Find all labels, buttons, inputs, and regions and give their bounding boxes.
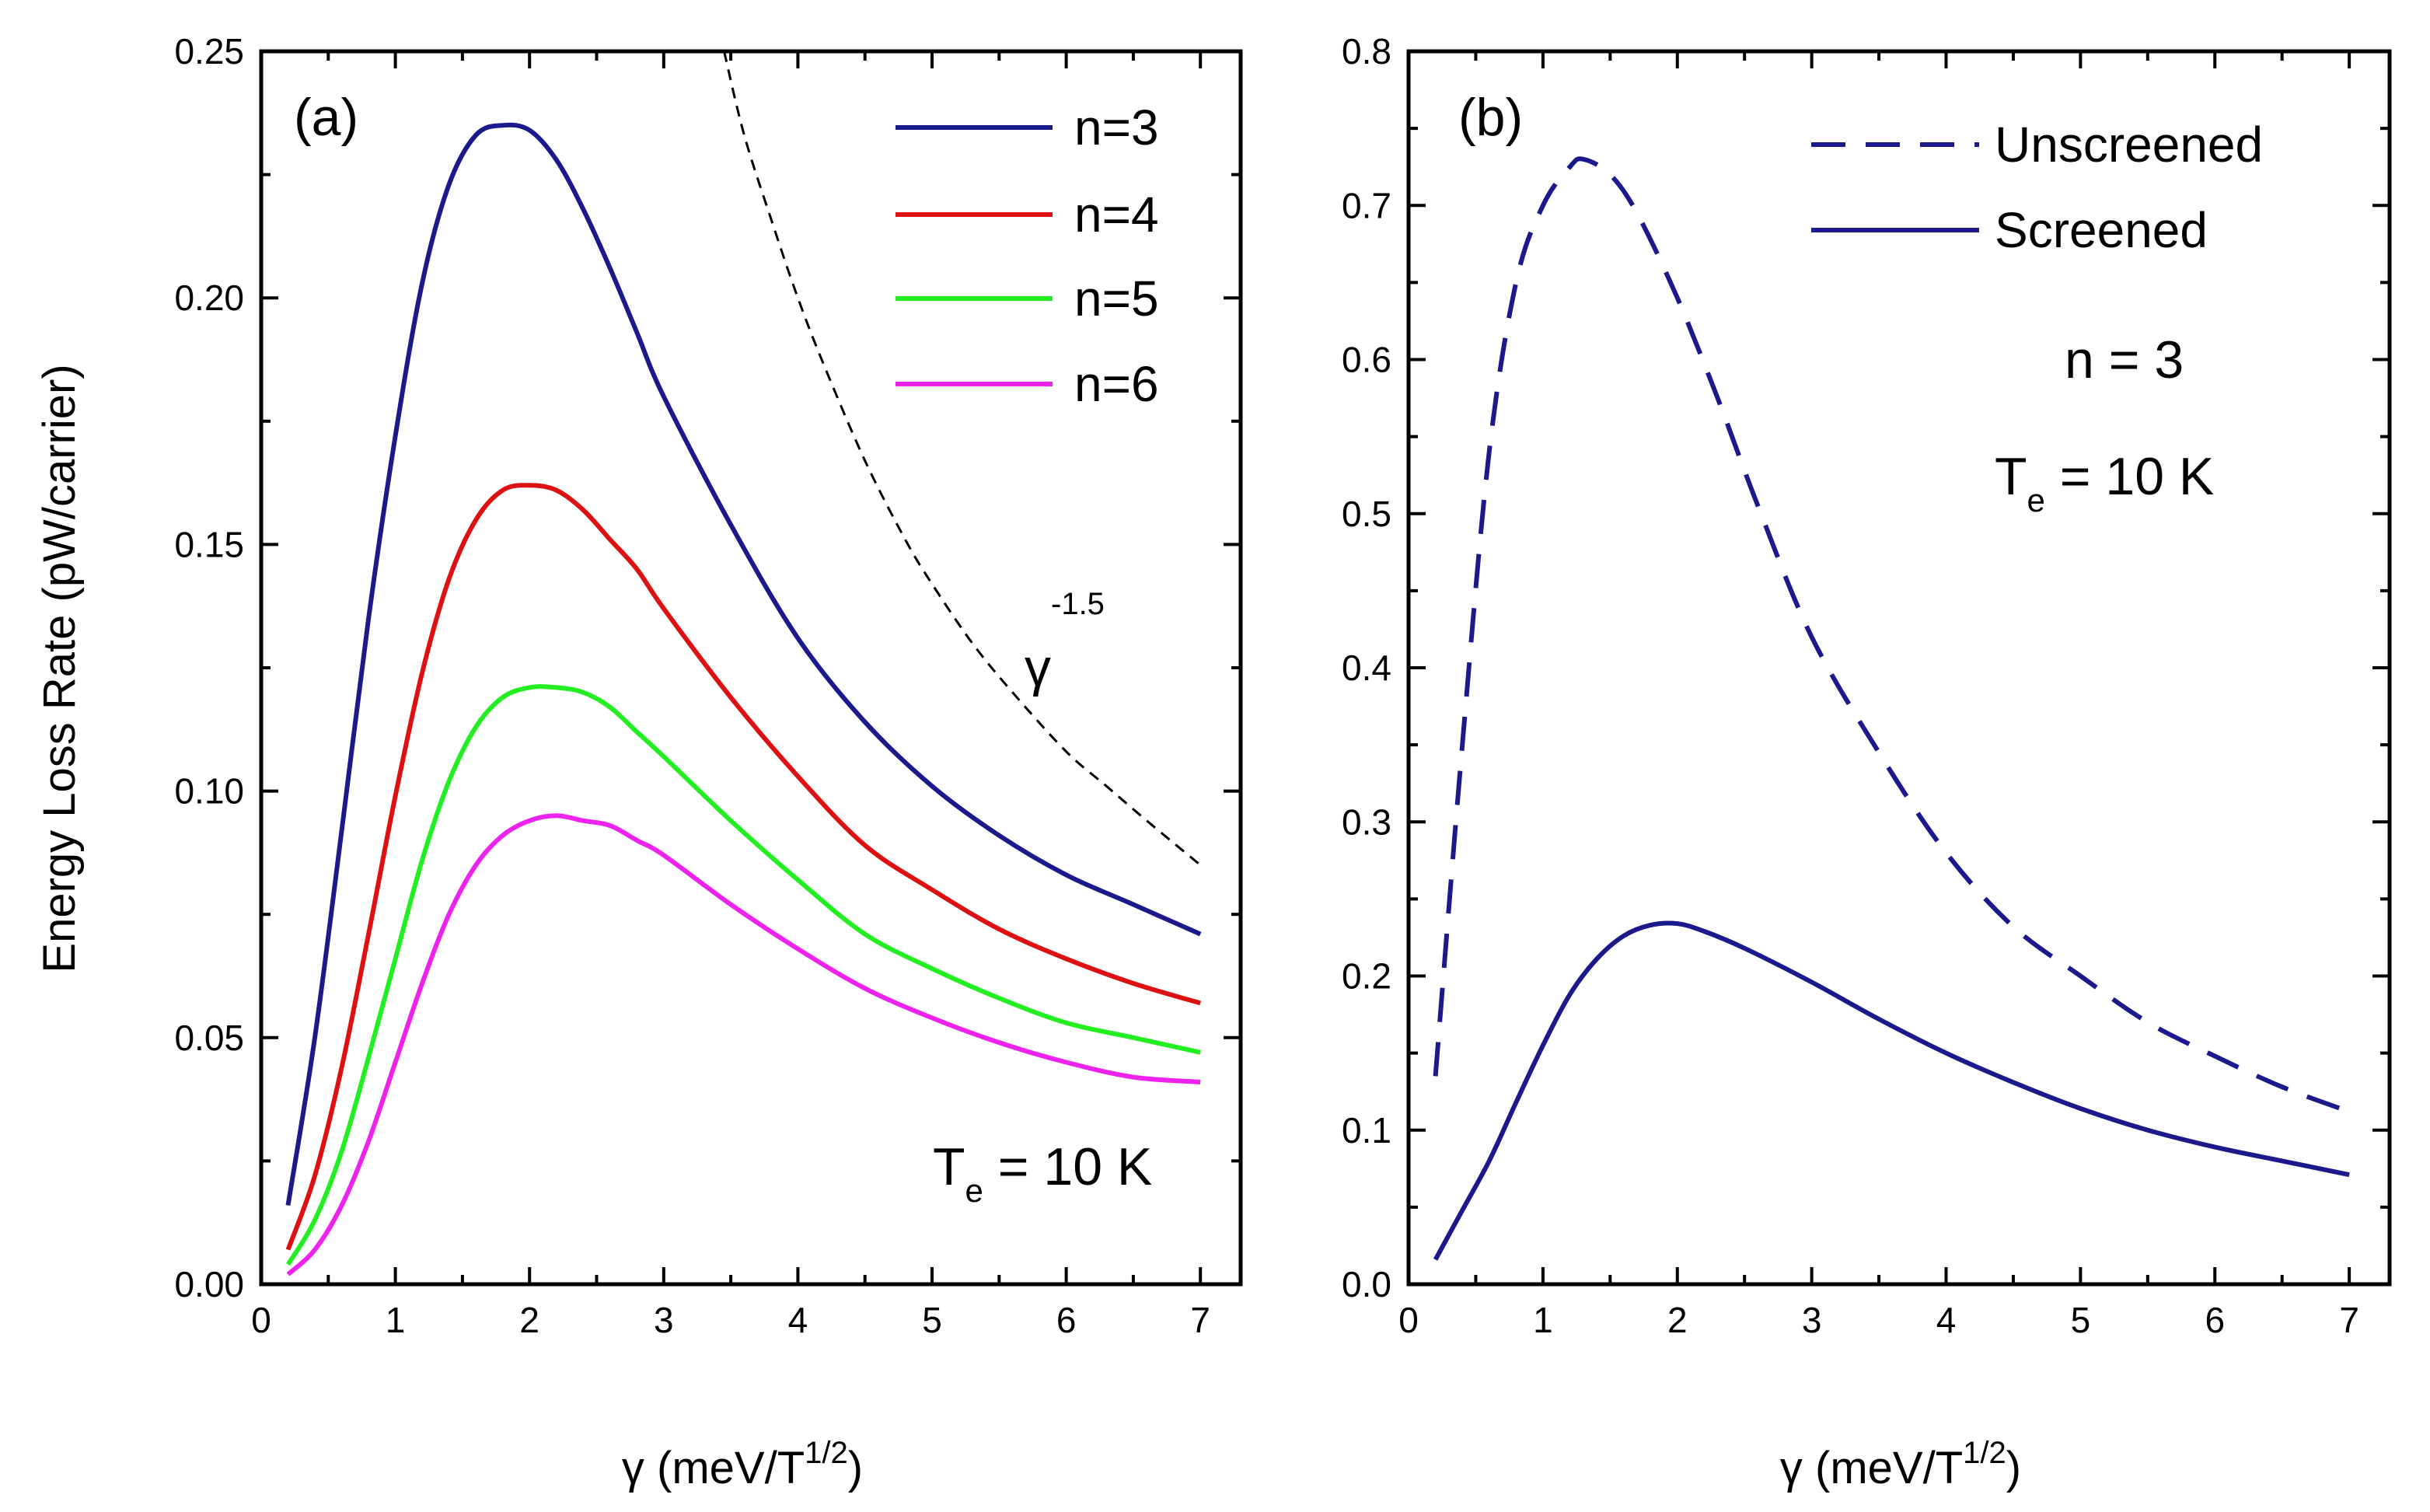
- panel-b-temperature-label: Te = 10 K: [1995, 447, 2214, 519]
- panel-b-tick-labels: 0 1 2 3 4 5 6 7 0.0 0.1 0.2 0.3 0.4 0.5 0.6 0.7 0.8: [1342, 31, 2359, 1340]
- panel-b-x-tick-label: 7: [2339, 1300, 2359, 1340]
- series-line-n-6: [286, 813, 1201, 1276]
- panel-b-frame: [1406, 49, 2392, 1287]
- panel-b-y-tick-label: 0.2: [1342, 956, 1391, 997]
- panel-b-y-tick-label: 0.6: [1342, 340, 1391, 380]
- panel-a-temperature-value: = 10 K: [983, 1137, 1152, 1196]
- panel-b: 0 1 2 3 4 5 6 70.00.10.20.30.40.50.60.70.8 (b) …: [1342, 31, 2392, 1493]
- panel-b-x-tick-label: 5: [2071, 1300, 2091, 1340]
- panel-a-x-sup: 1/2: [805, 1436, 848, 1470]
- panel-b-y-tick-label: 0.8: [1342, 31, 1391, 72]
- panel-a-x-tick-label: 2: [519, 1300, 539, 1340]
- panel-a-x-main: (meV/T: [644, 1443, 805, 1493]
- panel-a-x-tick-label: 5: [922, 1300, 942, 1340]
- series-line-n-3: [285, 122, 1202, 1206]
- panel-a-label: (a): [294, 88, 358, 147]
- panel-b-temperature-T: T: [1995, 447, 2027, 506]
- panel-a-temperature-sub: e: [965, 1172, 983, 1209]
- panel-b-n-label: n = 3: [2065, 330, 2184, 389]
- panel-a-y-tick-label: 0.15: [174, 524, 244, 564]
- panel-b-x-tick-label: 2: [1667, 1300, 1688, 1340]
- panel-b-legend: Unscreened Screened: [1811, 117, 2263, 258]
- panel-b-x-tick-label: 3: [1802, 1300, 1822, 1340]
- panel-b-x-tail: ): [2006, 1443, 2021, 1493]
- panel-b-label: (b): [1458, 88, 1523, 147]
- legend-label-n5: n=5: [1074, 271, 1159, 326]
- panel-b-y-tick-label: 0.0: [1342, 1264, 1391, 1304]
- panel-a-curves: [285, 51, 1202, 1276]
- panel-b-y-tick-label: 0.1: [1342, 1110, 1391, 1151]
- panel-a-tick-labels: 0 1 2 3 4 5 6 7 0.00 0.05 0.10 0.15 0.20 0.25: [174, 31, 1210, 1340]
- gamma-power-exponent: -1.5: [1051, 587, 1105, 621]
- panel-b-x-axis-title: γ (meV/T1/2): [1780, 1436, 2021, 1493]
- panel-b-x-main: (meV/T: [1803, 1443, 1963, 1493]
- panel-a-y-tick-label: 0.20: [174, 278, 244, 318]
- panel-a-frame: [259, 49, 1243, 1287]
- panel-b-x-tick-label: 1: [1533, 1300, 1553, 1340]
- panel-b-y-tick-label: 0.4: [1342, 648, 1391, 688]
- panel-b-x-tick-label: 0: [1398, 1300, 1419, 1340]
- panel-b-y-tick-label: 0.5: [1342, 494, 1391, 534]
- legend-label-unscreened: Unscreened: [1995, 117, 2263, 173]
- panel-a-x-tick-label: 6: [1056, 1300, 1077, 1340]
- panel-a-y-tick-label: 0.00: [174, 1264, 244, 1304]
- panel-b-x-symbol: γ: [1780, 1443, 1803, 1493]
- panel-b-x-tick-label: 6: [2205, 1300, 2225, 1340]
- panel-b-temperature-sub: e: [2027, 482, 2045, 519]
- panel-a-legend: n=3 n=4 n=5 n=6: [896, 100, 1159, 412]
- gamma-power-label: γ-1.5: [1025, 587, 1105, 697]
- panel-a-temperature-label: Te = 10 K: [933, 1137, 1152, 1209]
- panel-a-x-tick-label: 1: [386, 1300, 406, 1340]
- panel-b-curves: [1433, 156, 2351, 1261]
- panel-b-y-tick-label: 0.7: [1342, 185, 1391, 225]
- panel-a-x-tick-label: 3: [654, 1300, 674, 1340]
- series-line-unscreened: [1433, 156, 2351, 1114]
- panel-a-x-tick-label: 7: [1190, 1300, 1210, 1340]
- panel-a-y-tick-label: 0.05: [174, 1018, 244, 1058]
- panel-a-y-tick-label: 0.10: [174, 771, 244, 812]
- panel-a: 0 1 2 3 4 5 6 7 0.00 0.05 0.10 0.15 0.20 0.25 (a) n=3…: [34, 31, 1243, 1493]
- panel-a-temperature-T: T: [933, 1137, 965, 1196]
- panel-a-reference-curve: [723, 51, 1202, 866]
- series-line-screened: [1433, 920, 2350, 1261]
- panel-b-ticks: [1407, 50, 2390, 1286]
- gamma-power-base: γ: [1025, 638, 1051, 697]
- panel-a-y-axis-title: Energy Loss Rate (pW/carrier): [34, 364, 85, 972]
- series-line-n-5: [285, 684, 1201, 1266]
- panel-b-x-tick-label: 4: [1936, 1300, 1957, 1340]
- panel-a-x-tick-label: 4: [788, 1300, 808, 1340]
- series-line-n-4: [285, 483, 1202, 1251]
- legend-label-screened: Screened: [1995, 202, 2208, 258]
- panel-a-x-tick-label: 0: [251, 1300, 271, 1340]
- panel-b-x-sup: 1/2: [1963, 1436, 2006, 1470]
- panel-b-temperature-value: = 10 K: [2045, 447, 2214, 506]
- legend-label-n4: n=4: [1074, 187, 1159, 243]
- legend-label-n3: n=3: [1074, 100, 1159, 155]
- panel-b-y-tick-label: 0.3: [1342, 801, 1391, 842]
- panel-a-y-tick-label: 0.25: [174, 31, 244, 72]
- legend-label-n6: n=6: [1074, 356, 1159, 412]
- panel-a-x-tail: ): [848, 1443, 863, 1493]
- panel-a-x-axis-title: γ (meV/T1/2): [622, 1436, 863, 1493]
- panel-a-x-symbol: γ: [622, 1443, 644, 1493]
